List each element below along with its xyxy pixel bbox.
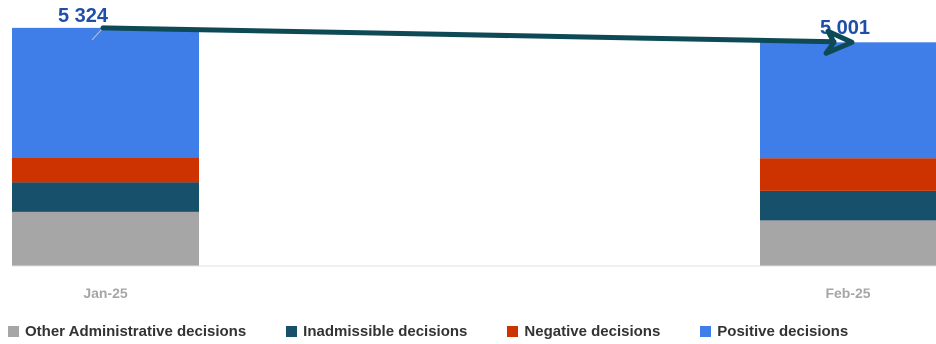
legend-item: Other Administrative decisions [8,323,246,340]
total-leader-line [91,27,104,41]
x-tick-labels: Jan-25 Feb-25 [83,285,870,300]
legend-swatch [8,325,19,337]
legend-swatch [700,325,712,337]
trend-arrow-shaft [100,25,837,45]
legend-label: Negative decisions [524,322,661,340]
bar-segment-feb-25-series-0 [760,220,936,266]
legend-item: Negative decisions [507,323,660,340]
bar-segment-feb-25-series-2 [760,158,936,191]
bar-segment-jan-25-series-3 [12,27,199,158]
legend-label: Positive decisions [717,322,849,340]
x-tick-label: Jan-25 [83,285,128,300]
total-label-jan-25: 5 324 [58,5,109,27]
legend-item: Inadmissible decisions [286,323,467,340]
legend-swatch [286,325,298,337]
x-tick-label: Feb-25 [825,285,870,300]
bar-segment-feb-25-series-3 [760,42,936,159]
legend: Other Administrative decisions Inadmissib… [8,320,936,342]
bar-segment-jan-25-series-1 [12,182,199,212]
legend-swatch [507,325,519,337]
trend-arrow [100,25,855,56]
total-label-feb-25: 5 001 [820,17,870,39]
bars-layer [12,27,936,266]
legend-label: Other Administrative decisions [25,322,247,340]
trend-arrow-head [823,28,855,56]
bar-segment-jan-25-series-0 [12,211,199,266]
stacked-bar-chart: Jan-25 Feb-25 5 324 5 001 [12,5,936,300]
legend-label: Inadmissible decisions [303,322,468,340]
bar-segment-jan-25-series-2 [12,157,199,183]
legend-item: Positive decisions [700,323,848,340]
bar-segment-feb-25-series-1 [760,190,936,221]
